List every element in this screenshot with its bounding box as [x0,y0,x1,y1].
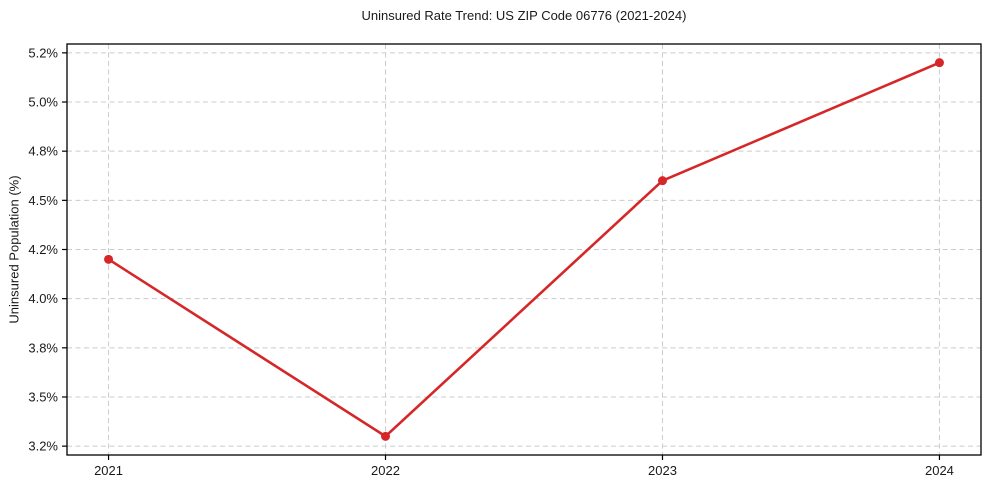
y-tick-label: 4.2% [28,242,58,257]
x-tick-label: 2022 [371,463,400,478]
plot-frame [66,43,982,456]
x-tick-label: 2021 [94,463,123,478]
data-point-2024 [934,58,944,68]
y-tick-label: 5.2% [28,45,58,60]
y-tick-label: 3.5% [28,389,58,404]
y-tick-label: 4.8% [28,144,58,159]
y-tick-label: 3.2% [28,439,58,454]
data-point-2021 [104,254,114,264]
y-tick-label: 5.0% [28,95,58,110]
y-tick-label: 3.8% [28,340,58,355]
trend-line [107,61,941,438]
y-tick-label: 4.5% [28,193,58,208]
data-point-2023 [657,176,667,186]
x-tick-label: 2024 [925,463,954,478]
y-tick-label: 4.0% [28,291,58,306]
x-tick-label: 2023 [648,463,677,478]
data-point-2022 [381,431,391,441]
y-axis-label: Uninsured Population (%) [6,175,22,324]
chart-title: Uninsured Rate Trend: US ZIP Code 06776 … [361,8,687,23]
